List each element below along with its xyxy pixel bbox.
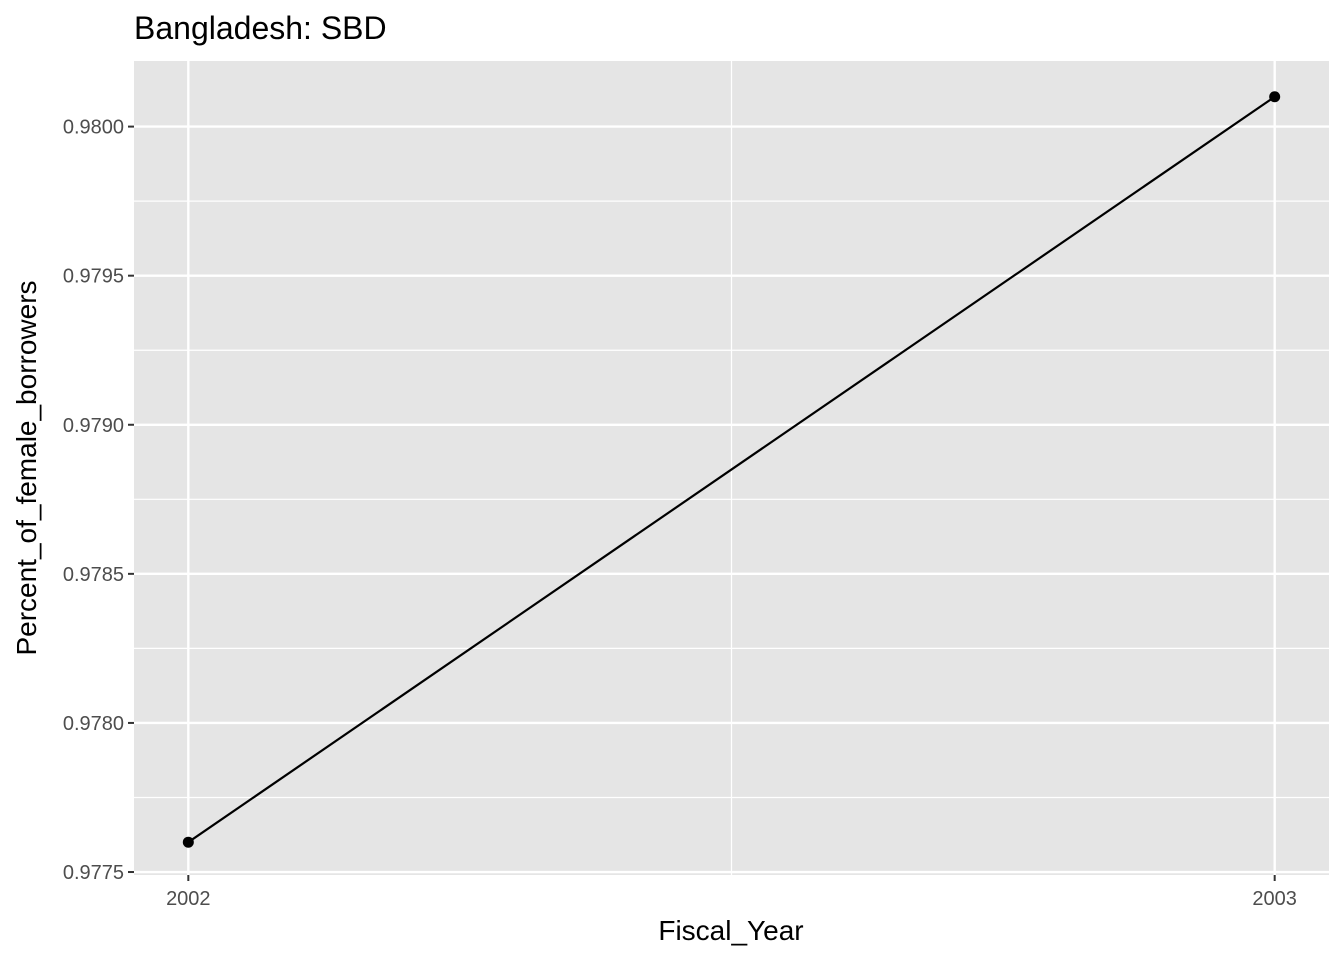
series-layer	[182, 91, 1281, 848]
y-tick-label: 0.9780	[63, 713, 124, 735]
data-point	[1269, 91, 1281, 103]
y-tick-label: 0.9785	[63, 564, 124, 586]
y-axis-title: Percent_of_female_borrowers	[11, 280, 42, 655]
data-point	[182, 836, 194, 848]
series-line	[187, 95, 1276, 844]
grid-lines	[134, 61, 1329, 875]
x-tick-label: 2003	[1252, 888, 1297, 910]
y-tick-label: 0.9775	[63, 862, 124, 884]
y-tick-label: 0.9795	[63, 266, 124, 288]
y-axis: 0.9775 0.9780 0.9785 0.9790 0.9795 0.9800	[63, 117, 134, 884]
x-axis: 2002 2003	[166, 875, 1297, 910]
y-tick-label: 0.9790	[63, 415, 124, 437]
x-axis-title: Fiscal_Year	[658, 915, 803, 946]
y-tick-label: 0.9800	[63, 117, 124, 139]
x-tick-label: 2002	[166, 888, 211, 910]
chart-title: Bangladesh: SBD	[134, 10, 387, 46]
